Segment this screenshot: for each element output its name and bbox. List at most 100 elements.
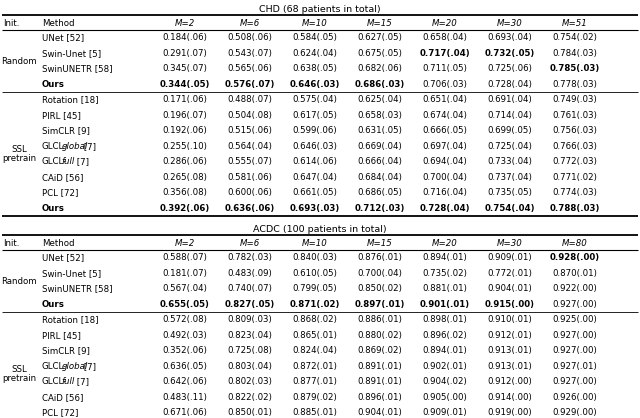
Text: PCL [72]: PCL [72] (42, 408, 78, 417)
Text: 0.909(.01): 0.909(.01) (422, 408, 467, 417)
Text: 0.824(.04): 0.824(.04) (292, 346, 337, 355)
Text: Init.: Init. (3, 239, 19, 247)
Text: 0.196(.07): 0.196(.07) (163, 111, 207, 120)
Text: 0.555(.07): 0.555(.07) (228, 157, 273, 166)
Text: 0.778(.03): 0.778(.03) (552, 80, 597, 89)
Text: 0.646(.03): 0.646(.03) (290, 80, 340, 89)
Text: 0.699(.05): 0.699(.05) (488, 126, 532, 135)
Text: 0.184(.06): 0.184(.06) (163, 33, 207, 42)
Text: [7]: [7] (81, 362, 96, 371)
Text: 0.735(.05): 0.735(.05) (488, 188, 532, 197)
Text: M=80: M=80 (562, 239, 588, 247)
Text: 0.872(.01): 0.872(.01) (292, 362, 337, 371)
Text: GLCL-: GLCL- (42, 142, 67, 151)
Text: 0.754(.02): 0.754(.02) (552, 33, 597, 42)
Text: GLCL-: GLCL- (42, 377, 67, 386)
Text: pretrain: pretrain (2, 374, 36, 383)
Text: 0.725(.04): 0.725(.04) (488, 142, 532, 151)
Text: 0.483(.11): 0.483(.11) (163, 393, 207, 402)
Text: 0.782(.03): 0.782(.03) (228, 253, 273, 262)
Text: 0.675(.05): 0.675(.05) (358, 49, 403, 58)
Text: 0.822(.02): 0.822(.02) (228, 393, 273, 402)
Text: 0.717(.04): 0.717(.04) (420, 49, 470, 58)
Text: 0.927(.00): 0.927(.00) (552, 377, 597, 386)
Text: 0.799(.05): 0.799(.05) (292, 284, 337, 293)
Text: 0.912(.01): 0.912(.01) (488, 331, 532, 340)
Text: [7]: [7] (74, 157, 90, 166)
Text: 0.784(.03): 0.784(.03) (552, 49, 597, 58)
Text: 0.868(.02): 0.868(.02) (292, 315, 337, 324)
Text: Swin-Unet [5]: Swin-Unet [5] (42, 269, 101, 278)
Text: 0.693(.03): 0.693(.03) (290, 204, 340, 213)
Text: 0.919(.00): 0.919(.00) (488, 408, 532, 417)
Text: 0.255(.10): 0.255(.10) (163, 142, 207, 151)
Text: 0.711(.05): 0.711(.05) (422, 64, 467, 73)
Text: 0.737(.04): 0.737(.04) (488, 173, 532, 182)
Text: 0.809(.03): 0.809(.03) (228, 315, 273, 324)
Text: Random: Random (1, 56, 37, 66)
Text: 0.624(.04): 0.624(.04) (292, 49, 337, 58)
Text: 0.686(.05): 0.686(.05) (358, 188, 403, 197)
Text: [7]: [7] (74, 377, 90, 386)
Text: Method: Method (42, 18, 74, 28)
Text: M=10: M=10 (302, 239, 328, 247)
Text: 0.766(.03): 0.766(.03) (552, 142, 597, 151)
Text: 0.788(.03): 0.788(.03) (550, 204, 600, 213)
Text: 0.879(.02): 0.879(.02) (292, 393, 337, 402)
Text: global: global (61, 142, 88, 151)
Text: 0.740(.07): 0.740(.07) (228, 284, 273, 293)
Text: 0.774(.03): 0.774(.03) (552, 188, 597, 197)
Text: SimCLR [9]: SimCLR [9] (42, 126, 90, 135)
Text: 0.927(.01): 0.927(.01) (552, 362, 597, 371)
Text: 0.655(.05): 0.655(.05) (160, 300, 210, 309)
Text: 0.870(.01): 0.870(.01) (552, 269, 597, 278)
Text: 0.674(.04): 0.674(.04) (422, 111, 467, 120)
Text: 0.925(.00): 0.925(.00) (552, 315, 597, 324)
Text: PIRL [45]: PIRL [45] (42, 331, 81, 340)
Text: 0.697(.04): 0.697(.04) (422, 142, 467, 151)
Text: 0.728(.04): 0.728(.04) (488, 80, 532, 89)
Text: 0.488(.07): 0.488(.07) (228, 95, 273, 104)
Text: 0.904(.01): 0.904(.01) (488, 284, 532, 293)
Text: 0.682(.06): 0.682(.06) (358, 64, 403, 73)
Text: 0.666(.04): 0.666(.04) (358, 157, 403, 166)
Text: 0.865(.01): 0.865(.01) (292, 331, 337, 340)
Text: 0.661(.05): 0.661(.05) (292, 188, 337, 197)
Text: 0.928(.00): 0.928(.00) (550, 253, 600, 262)
Text: 0.599(.06): 0.599(.06) (292, 126, 337, 135)
Text: 0.802(.03): 0.802(.03) (228, 377, 273, 386)
Text: full: full (61, 157, 74, 166)
Text: 0.543(.07): 0.543(.07) (228, 49, 273, 58)
Text: 0.669(.04): 0.669(.04) (358, 142, 403, 151)
Text: Ours: Ours (42, 204, 65, 213)
Text: pretrain: pretrain (2, 154, 36, 163)
Text: 0.901(.01): 0.901(.01) (420, 300, 470, 309)
Text: CHD (68 patients in total): CHD (68 patients in total) (259, 5, 381, 15)
Text: 0.291(.07): 0.291(.07) (163, 49, 207, 58)
Text: Swin-Unet [5]: Swin-Unet [5] (42, 49, 101, 58)
Text: CAiD [56]: CAiD [56] (42, 173, 83, 182)
Text: 0.651(.04): 0.651(.04) (422, 95, 467, 104)
Text: M=15: M=15 (367, 18, 393, 28)
Text: 0.581(.06): 0.581(.06) (228, 173, 273, 182)
Text: 0.356(.08): 0.356(.08) (163, 188, 207, 197)
Text: Ours: Ours (42, 300, 65, 309)
Text: UNet [52]: UNet [52] (42, 33, 84, 42)
Text: 0.840(.03): 0.840(.03) (292, 253, 337, 262)
Text: 0.625(.04): 0.625(.04) (358, 95, 403, 104)
Text: 0.483(.09): 0.483(.09) (228, 269, 273, 278)
Text: 0.881(.01): 0.881(.01) (422, 284, 467, 293)
Text: 0.706(.03): 0.706(.03) (422, 80, 467, 89)
Text: 0.572(.08): 0.572(.08) (163, 315, 207, 324)
Text: 0.344(.05): 0.344(.05) (160, 80, 210, 89)
Text: 0.693(.04): 0.693(.04) (488, 33, 532, 42)
Text: Method: Method (42, 239, 74, 247)
Text: 0.850(.01): 0.850(.01) (228, 408, 273, 417)
Text: M=2: M=2 (175, 18, 195, 28)
Text: 0.728(.04): 0.728(.04) (420, 204, 470, 213)
Text: 0.614(.06): 0.614(.06) (292, 157, 337, 166)
Text: 0.192(.06): 0.192(.06) (163, 126, 207, 135)
Text: 0.876(.01): 0.876(.01) (358, 253, 403, 262)
Text: 0.610(.05): 0.610(.05) (292, 269, 337, 278)
Text: 0.772(.01): 0.772(.01) (488, 269, 532, 278)
